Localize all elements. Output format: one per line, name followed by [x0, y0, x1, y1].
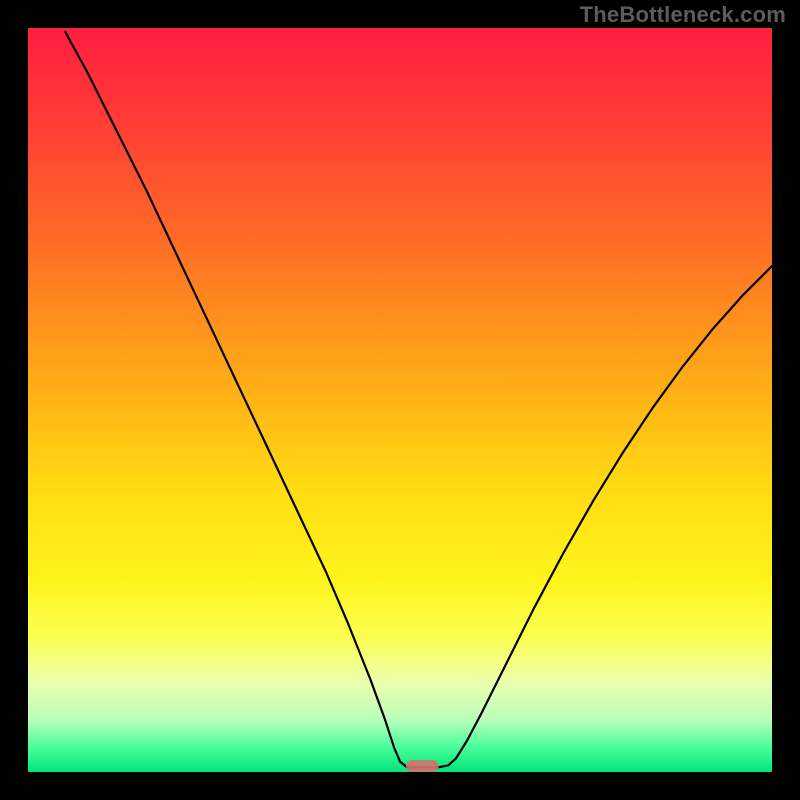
optimal-point-marker [406, 760, 439, 772]
bottleneck-chart: TheBottleneck.com [0, 0, 800, 800]
chart-svg [0, 0, 800, 800]
chart-gradient-background [28, 28, 772, 772]
attribution-label: TheBottleneck.com [580, 2, 786, 28]
